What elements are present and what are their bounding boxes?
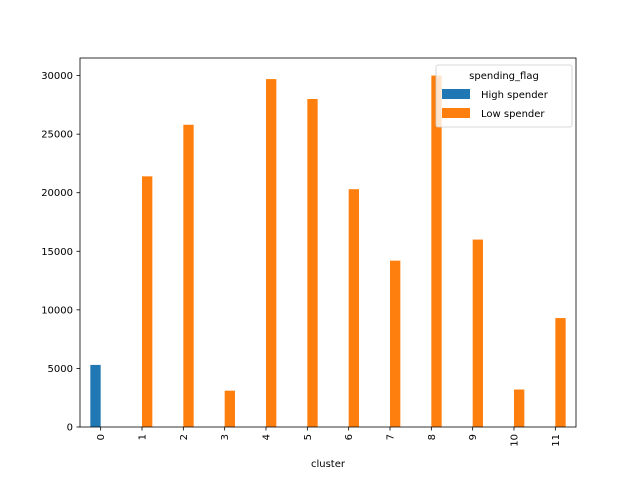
x-tick-label: 6 bbox=[344, 434, 355, 440]
x-tick-label: 0 bbox=[96, 434, 107, 440]
x-tick-label: 7 bbox=[386, 434, 397, 440]
x-axis: 0 1 2 3 4 5 6 7 8 9 10 11 bbox=[96, 427, 562, 447]
legend-swatch-low-spender bbox=[442, 108, 470, 118]
plot-frame bbox=[79, 57, 577, 428]
legend-label-high-spender: High spender bbox=[481, 90, 549, 101]
bar-low-spender-cluster-6 bbox=[348, 189, 359, 427]
x-tick-label: 5 bbox=[303, 434, 314, 440]
x-tick-label: 4 bbox=[262, 434, 273, 440]
legend: spending_flag High spender Low spender bbox=[435, 64, 573, 128]
bar-low-spender-cluster-3 bbox=[224, 390, 235, 427]
bar-low-spender-cluster-7 bbox=[390, 260, 401, 427]
y-tick-label: 10000 bbox=[41, 305, 73, 316]
legend-title: spending_flag bbox=[469, 71, 539, 82]
bar-high-spender-cluster-0 bbox=[90, 364, 101, 427]
bar-low-spender-cluster-11 bbox=[555, 318, 566, 427]
y-tick-label: 20000 bbox=[41, 188, 73, 199]
bar-low-spender-cluster-10 bbox=[514, 389, 525, 427]
bar-low-spender-cluster-9 bbox=[472, 239, 483, 427]
x-tick-label: 8 bbox=[427, 434, 438, 440]
x-tick-label: 1 bbox=[138, 434, 149, 440]
y-tick-label: 25000 bbox=[41, 130, 73, 141]
y-tick-label: 15000 bbox=[41, 247, 73, 258]
bar-low-spender-cluster-5 bbox=[307, 99, 318, 427]
x-tick-label: 2 bbox=[179, 434, 190, 440]
bar-low-spender-cluster-1 bbox=[142, 176, 153, 427]
y-tick-label: 30000 bbox=[41, 71, 73, 82]
x-tick-label: 11 bbox=[551, 434, 562, 447]
bar-low-spender-cluster-4 bbox=[266, 79, 277, 427]
bars-group bbox=[90, 75, 566, 428]
x-axis-label: cluster bbox=[311, 459, 346, 470]
bar-low-spender-cluster-2 bbox=[183, 124, 194, 428]
y-tick-label: 5000 bbox=[48, 364, 73, 375]
bar-low-spender-cluster-8 bbox=[431, 75, 442, 428]
y-tick-label: 0 bbox=[67, 423, 73, 434]
x-tick-label: 9 bbox=[468, 434, 479, 440]
x-tick-label: 3 bbox=[220, 434, 231, 440]
x-tick-label: 10 bbox=[510, 434, 521, 447]
legend-swatch-high-spender bbox=[442, 89, 470, 99]
legend-label-low-spender: Low spender bbox=[481, 109, 545, 120]
y-axis: 0 5000 10000 15000 20000 25000 30000 bbox=[41, 71, 80, 434]
